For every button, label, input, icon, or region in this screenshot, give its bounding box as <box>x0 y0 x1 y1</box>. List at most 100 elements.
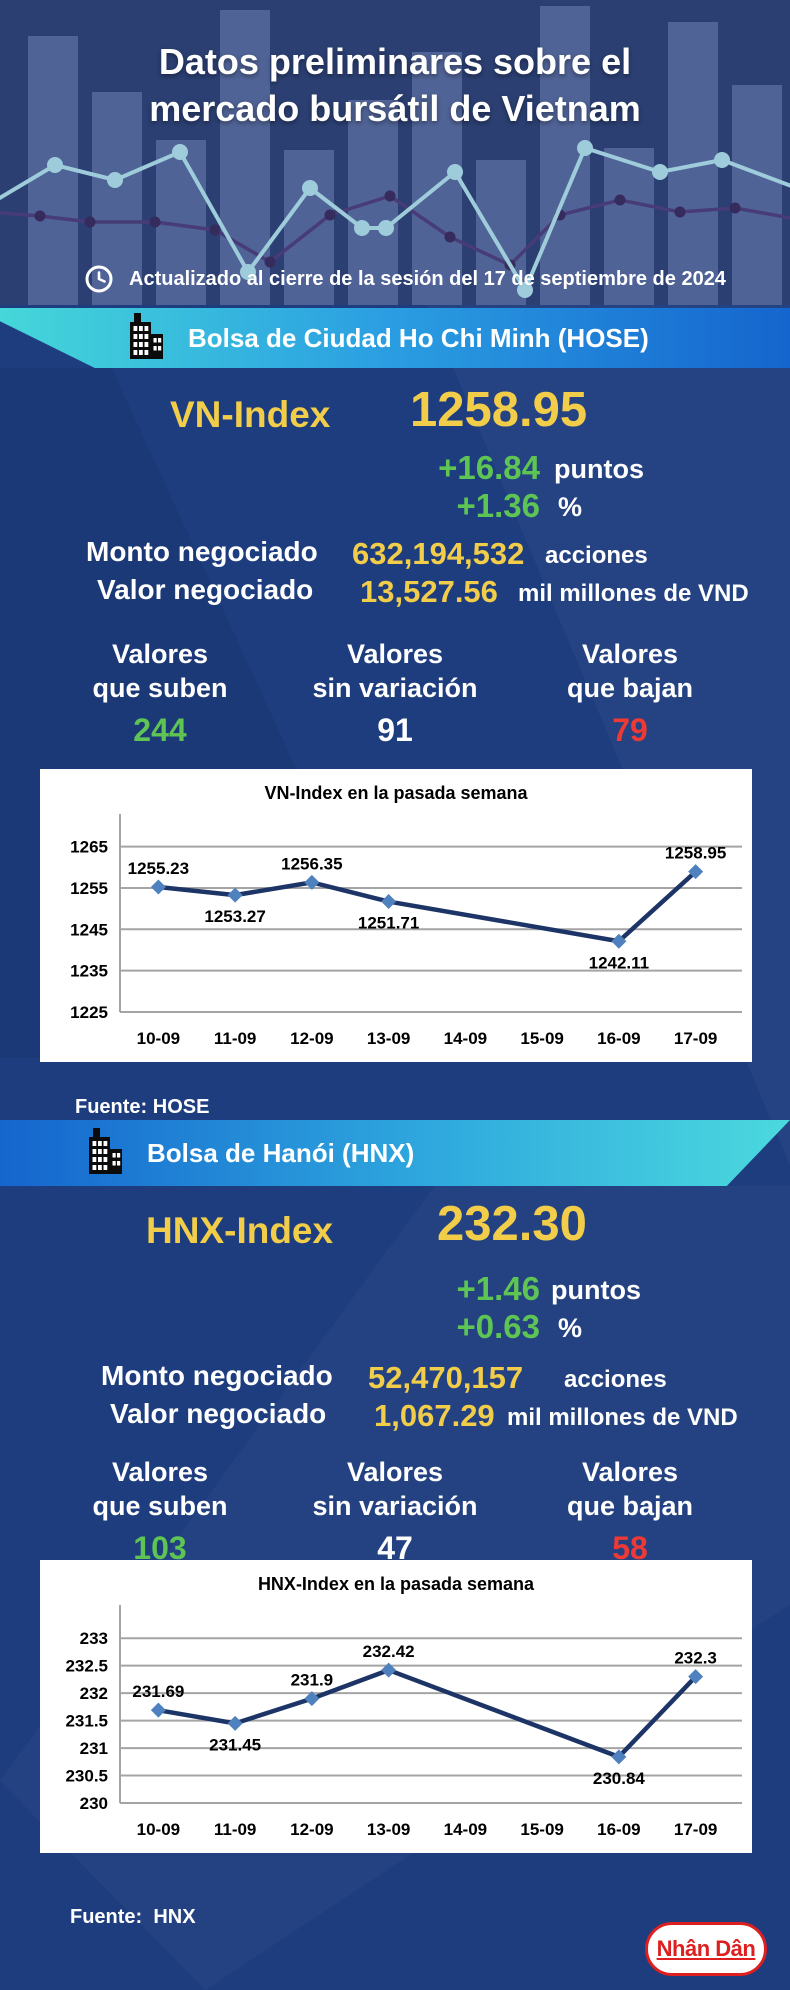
hnx-banner: Bolsa de Hanói (HNX) <box>0 1120 790 1186</box>
hnx-index-label: HNX-Index <box>146 1210 334 1251</box>
decorative-bars <box>28 6 782 305</box>
svg-text:1255: 1255 <box>70 879 108 898</box>
svg-text:1258.95: 1258.95 <box>665 844 726 863</box>
hnx-index-row: HNX-Index 232.30 <box>0 1196 790 1262</box>
svg-text:16-09: 16-09 <box>597 1820 640 1839</box>
hnx-volume-row: Monto negociado 52,470,157 acciones <box>0 1360 790 1396</box>
svg-text:231.69: 231.69 <box>132 1682 184 1701</box>
vn-advancers-value: 244 <box>133 712 187 748</box>
hnx-volume-unit: acciones <box>564 1366 667 1393</box>
hose-banner: Bolsa de Ciudad Ho Chi Minh (HOSE) <box>0 308 790 368</box>
building-icon <box>82 1126 124 1181</box>
svg-text:17-09: 17-09 <box>674 1029 717 1048</box>
svg-text:16-09: 16-09 <box>597 1029 640 1048</box>
svg-text:15-09: 15-09 <box>520 1029 563 1048</box>
hnx-turnover-value: 1,067.29 <box>374 1398 495 1433</box>
vn-change-points-unit: puntos <box>554 454 644 484</box>
hnx-turnover-unit: mil millones de VND <box>507 1404 738 1431</box>
vn-index-chart-panel: VN-Index en la pasada semana 1265 1255 124… <box>40 769 752 1062</box>
svg-text:1255.23: 1255.23 <box>128 859 189 878</box>
svg-text:1235: 1235 <box>70 962 108 981</box>
hnx-change-block: +1.46 puntos +0.63 % <box>0 1270 790 1346</box>
updated-row: Actualizado al cierre de la sesión del 1… <box>84 264 726 294</box>
svg-text:11-09: 11-09 <box>214 1029 257 1048</box>
vn-index-value: 1258.95 <box>410 383 588 437</box>
vn-advancers-label-2: que suben <box>92 673 228 703</box>
vn-advancers-label-1: Valores <box>111 639 209 669</box>
svg-text:231.45: 231.45 <box>209 1735 261 1754</box>
svg-text:12-09: 12-09 <box>290 1029 333 1048</box>
svg-text:232.3: 232.3 <box>674 1649 717 1668</box>
vn-turnover-unit: mil millones de VND <box>518 580 749 607</box>
vn-decliners-value: 79 <box>612 712 648 748</box>
hnx-change-points: +1.46 <box>456 1270 541 1307</box>
vn-decliners-label-2: que bajan <box>566 673 694 703</box>
svg-text:231.5: 231.5 <box>65 1712 108 1731</box>
vn-decliners: Valores que bajan 79 <box>505 637 755 749</box>
svg-text:1253.27: 1253.27 <box>204 907 265 926</box>
vn-index-line-chart: 1265 1255 1245 1235 1225 10-09 11-09 12-09 13-09… <box>70 814 742 1048</box>
svg-text:10-09: 10-09 <box>137 1820 180 1839</box>
svg-text:13-09: 13-09 <box>367 1029 410 1048</box>
hnx-banner-title: Bolsa de Hanói (HNX) <box>147 1137 415 1168</box>
hnx-decliners: Valores que bajan 58 <box>505 1455 755 1567</box>
hnx-advancers-label-2: que suben <box>92 1491 228 1521</box>
hnx-breadth-row: Valores que suben 103 Valores sin variac… <box>0 1455 790 1575</box>
hnx-unchanged: Valores sin variación 47 <box>270 1455 520 1567</box>
hnx-change-points-row: +1.46 puntos <box>0 1270 790 1308</box>
vn-volume-row: Monto negociado 632,194,532 acciones <box>0 536 790 572</box>
vn-change-pct-row: +1.36 % <box>0 487 790 525</box>
vn-unchanged: Valores sin variación 91 <box>270 637 520 749</box>
svg-text:1256.35: 1256.35 <box>281 854 342 873</box>
clock-icon <box>85 265 113 293</box>
vn-change-pct: +1.36 <box>456 487 541 524</box>
hnx-index-chart-panel: HNX-Index en la pasada semana 233 232.5 23… <box>40 1560 752 1853</box>
vn-unchanged-label-2: sin variación <box>312 673 478 703</box>
title-line-2: mercado bursátil de Vietnam <box>149 88 641 129</box>
vn-decliners-label-1: Valores <box>581 639 679 669</box>
vn-unchanged-value: 91 <box>377 712 413 748</box>
page-title: Datos preliminares sobre el mercado burs… <box>0 38 790 132</box>
hnx-volume-label: Monto negociado <box>101 1360 333 1391</box>
svg-text:1265: 1265 <box>70 838 108 857</box>
hnx-change-points-unit: puntos <box>551 1275 641 1305</box>
svg-text:232.5: 232.5 <box>65 1657 108 1676</box>
hnx-source: Fuente: HNX <box>70 1906 196 1928</box>
svg-text:230: 230 <box>80 1794 108 1813</box>
svg-text:10-09: 10-09 <box>137 1029 180 1048</box>
hnx-change-pct: +0.63 <box>456 1308 541 1345</box>
hnx-index-line-chart: 233 232.5 232 231.5 231 230.5 230 10-09 11-09 12-… <box>65 1605 742 1839</box>
hnx-index-value: 232.30 <box>437 1197 587 1251</box>
hnx-unchanged-label-2: sin variación <box>312 1491 478 1521</box>
hnx-change-pct-unit: % <box>558 1313 583 1343</box>
hnx-decliners-label-2: que bajan <box>566 1491 694 1521</box>
svg-text:15-09: 15-09 <box>520 1820 563 1839</box>
vn-turnover-value: 13,527.56 <box>360 574 498 609</box>
title-line-1: Datos preliminares sobre el <box>158 41 632 82</box>
vn-index-chart-title: VN-Index en la pasada semana <box>264 783 528 803</box>
svg-text:17-09: 17-09 <box>674 1820 717 1839</box>
decorative-line-light <box>0 140 790 298</box>
vn-volume-value: 632,194,532 <box>352 536 525 571</box>
hnx-advancers-label-1: Valores <box>111 1457 209 1487</box>
svg-text:231.9: 231.9 <box>291 1671 334 1690</box>
svg-text:230.5: 230.5 <box>65 1767 108 1786</box>
vn-change-points-row: +16.84 puntos <box>0 449 790 487</box>
header: Datos preliminares sobre el mercado burs… <box>0 0 790 305</box>
vn-unchanged-label-1: Valores <box>346 639 444 669</box>
vn-change-block: +16.84 puntos +1.36 % <box>0 449 790 525</box>
hnx-turnover-label: Valor negociado <box>110 1398 327 1429</box>
hnx-advancers: Valores que suben 103 <box>35 1455 285 1567</box>
svg-text:233: 233 <box>80 1629 108 1648</box>
svg-text:1251.71: 1251.71 <box>358 914 419 933</box>
vn-advancers: Valores que suben 244 <box>35 637 285 749</box>
svg-text:232: 232 <box>80 1684 108 1703</box>
svg-text:1225: 1225 <box>70 1003 108 1022</box>
hnx-change-pct-row: +0.63 % <box>0 1308 790 1346</box>
svg-text:14-09: 14-09 <box>444 1029 487 1048</box>
vn-volume-label: Monto negociado <box>86 536 318 567</box>
vn-turnover-row: Valor negociado 13,527.56 mil millones d… <box>0 574 790 610</box>
svg-text:11-09: 11-09 <box>214 1820 257 1839</box>
svg-text:230.84: 230.84 <box>593 1769 646 1788</box>
nhandan-logo-text: Nhân Dân <box>656 1936 756 1961</box>
